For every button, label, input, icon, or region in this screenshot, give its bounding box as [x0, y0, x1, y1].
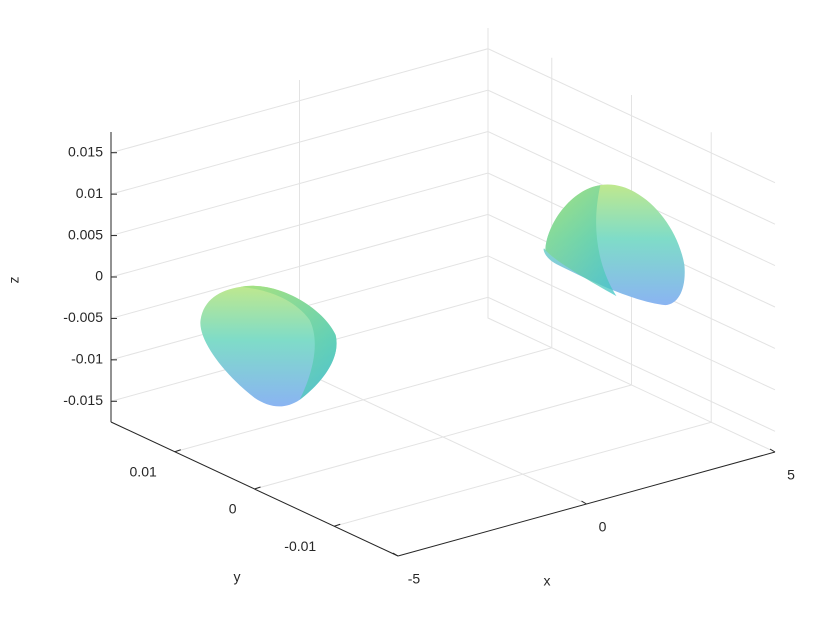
z-tick-label: -0.01: [71, 351, 103, 367]
x-tick-label: 0: [599, 519, 607, 535]
y-grid-line: [174, 57, 553, 453]
z-tick-label: 0.01: [76, 185, 103, 201]
x-tick: [581, 500, 587, 505]
y-tick: [174, 449, 181, 453]
surfaces: [200, 184, 685, 407]
z-tick-label: 0: [95, 268, 103, 284]
surface-face: [200, 285, 337, 407]
y-tick: [254, 486, 261, 490]
y-tick-label: -0.01: [284, 538, 316, 554]
z-tick-label: 0.005: [68, 226, 103, 242]
grid: [110, 28, 776, 557]
x-axis-line: [397, 451, 776, 557]
y-grid-line: [254, 95, 632, 490]
surface-inner: [240, 285, 337, 400]
x-grid-line: [487, 28, 776, 453]
z-tick-label: 0.015: [68, 143, 103, 159]
y-tick: [334, 523, 341, 527]
x-tick-label: -5: [408, 571, 421, 587]
z-grid-line: [110, 48, 776, 184]
y-tick-label: 0.01: [130, 463, 157, 479]
x-axis-label: x: [544, 573, 551, 589]
surface: [543, 184, 685, 306]
x-tick: [769, 448, 776, 453]
y-grid-line: [334, 132, 712, 527]
y-axis-label: y: [234, 569, 241, 585]
z-tick-label: -0.015: [63, 392, 103, 408]
surface-inner: [545, 185, 617, 297]
y-axis-line: [110, 421, 399, 557]
z-tick-label: -0.005: [63, 309, 103, 325]
axes: -0.015 -0.01 -0.005 0 0.005 0.01 0.015 -5 0 5 -0.0…: [63, 132, 795, 587]
surface: [200, 285, 337, 407]
y-tick-label: 0: [229, 501, 237, 517]
z-axis-label: z: [6, 277, 22, 284]
z-grid-line: [110, 89, 776, 225]
x-tick-label: 5: [787, 467, 795, 483]
